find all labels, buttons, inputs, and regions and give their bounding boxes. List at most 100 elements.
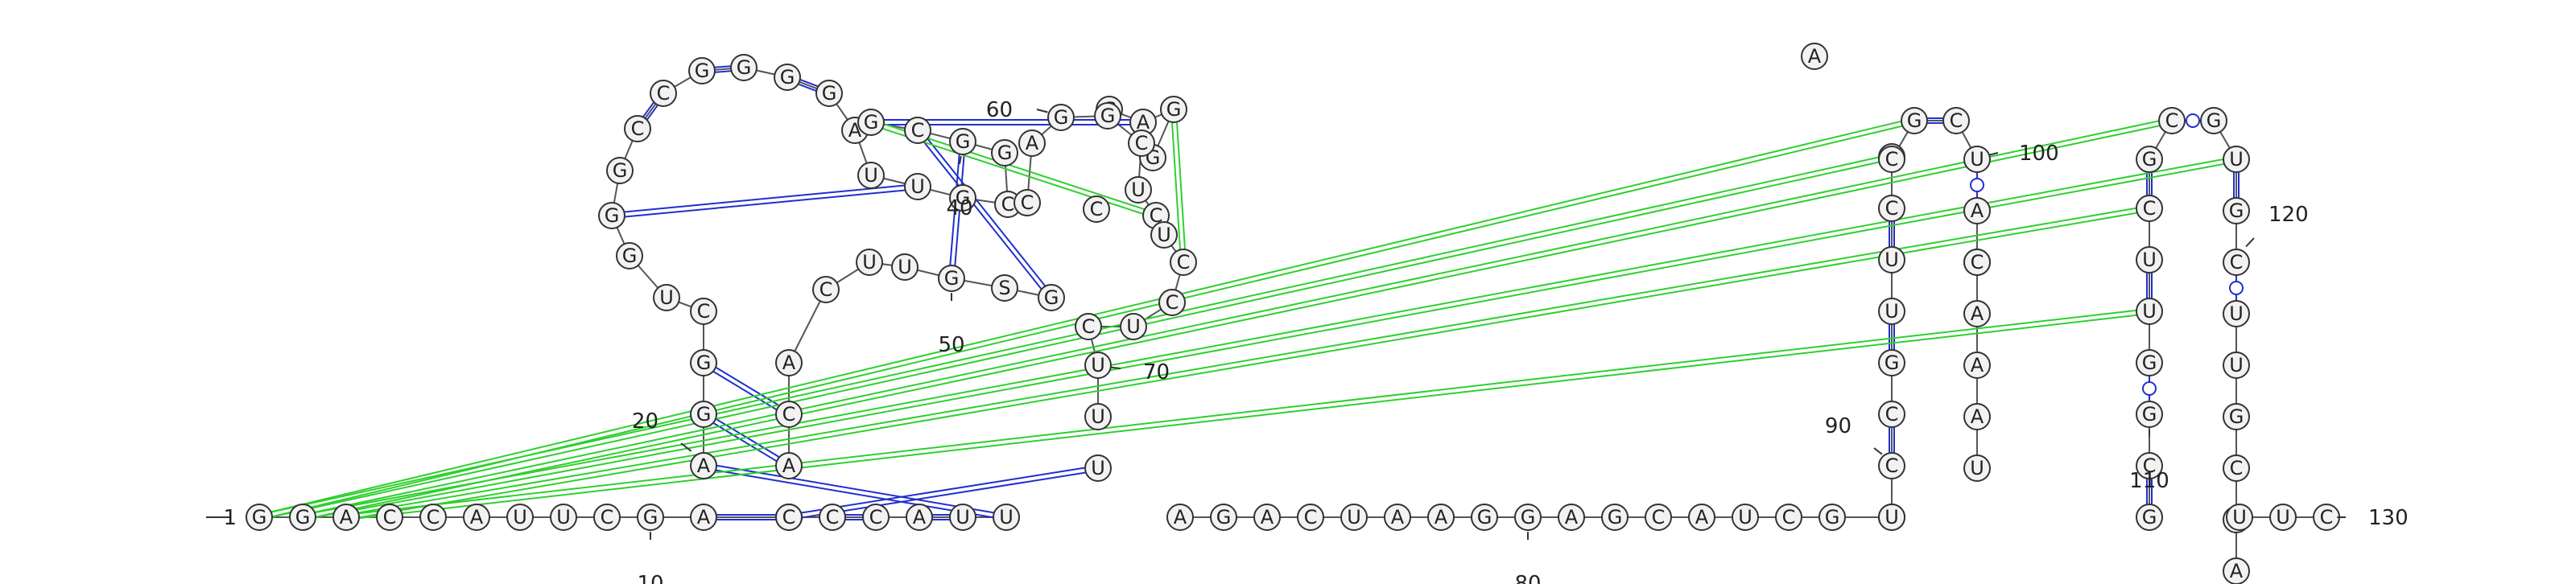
canonical-pair-line <box>625 189 906 218</box>
nucleotide-5: C <box>419 504 447 531</box>
nucleotide-base: G <box>2142 506 2157 528</box>
nucleotide-circle <box>506 504 534 531</box>
nucleotide-circle <box>1427 504 1455 531</box>
nucleotide-base: C <box>2230 457 2244 479</box>
nucleotide-base: U <box>1091 457 1105 479</box>
nucleotide-base: A <box>1391 506 1405 528</box>
position-label-40: 40 <box>946 196 972 220</box>
nucleotide-base: U <box>1091 405 1105 428</box>
canonical-pair-line <box>949 154 960 265</box>
nucleotide-circle <box>1942 107 1970 134</box>
nucleotide-base: U <box>1131 179 1146 201</box>
nucleotide-28: C <box>624 115 651 142</box>
nucleotide-base: C <box>1090 198 1104 220</box>
nucleotide-base: G <box>696 352 712 374</box>
nucleotide-base: A <box>1174 506 1187 528</box>
nucleotide-base: U <box>1738 506 1752 528</box>
canonical-pair-line <box>712 422 778 463</box>
nucleotide-76: U <box>1340 504 1368 531</box>
nucleotide-circle <box>2223 557 2250 584</box>
nucleotide-base: C <box>697 300 711 323</box>
nucleotide-37: G <box>949 184 976 212</box>
nucleotide-base: C <box>869 506 883 528</box>
nucleotide-circle <box>1125 176 1152 204</box>
nucleotide-80: G <box>1514 504 1542 531</box>
nucleotide-circle <box>1878 504 1905 531</box>
position-tick <box>1036 109 1048 113</box>
canonical-pair-line <box>716 464 994 514</box>
nucleotide-base: G <box>695 60 710 82</box>
position-label-60: 60 <box>986 98 1013 122</box>
nucleotide-101: A <box>1963 197 1991 224</box>
nucleotide-base: C <box>911 119 925 142</box>
canonical-pair-line <box>716 469 993 519</box>
pseudoknot-pair-line <box>314 120 2159 513</box>
position-label-1: 1 <box>223 506 237 530</box>
nucleotide-base: C <box>782 403 796 426</box>
nucleotide-circle <box>1558 504 1585 531</box>
nucleotide-base: C <box>1885 454 1899 477</box>
nucleotide-base: C <box>1082 315 1096 338</box>
position-tick <box>680 442 692 452</box>
canonical-pair-line <box>802 471 1086 519</box>
position-label-80: 80 <box>1514 572 1541 584</box>
nucleotide-circle <box>1018 130 1046 157</box>
nucleotide-82: G <box>1601 504 1629 531</box>
nucleotide-circle <box>857 162 885 189</box>
nucleotide-circle <box>1963 197 1991 224</box>
nucleotide-base: U <box>1970 148 1984 171</box>
nucleotide-base: U <box>513 506 527 528</box>
nucleotide-21: G <box>690 401 717 428</box>
nucleotide-circle <box>2136 452 2163 479</box>
nucleotide-44: A <box>775 452 803 479</box>
position-label-10: 10 <box>637 572 663 584</box>
position-label-20: 20 <box>632 409 658 434</box>
nucleotide-circle <box>1963 454 1991 482</box>
nucleotide-circle <box>2136 504 2163 531</box>
nucleotide-circle <box>550 504 577 531</box>
nucleotide-43: A <box>1801 43 1828 70</box>
nucleotide-32: G <box>774 64 801 91</box>
nucleotide-circle <box>815 80 843 107</box>
nucleotide-base: U <box>999 506 1013 528</box>
pseudoknot-pair-line <box>316 162 2224 519</box>
nucleotide-circle <box>246 504 273 531</box>
nucleotide-circle <box>690 298 717 325</box>
nucleotide-circle <box>1732 504 1759 531</box>
nucleotide-circle <box>1297 504 1324 531</box>
nucleotide-circle <box>688 57 716 84</box>
nucleotide-base: C <box>1150 204 1163 227</box>
nucleotide-base: G <box>780 66 795 88</box>
nucleotide-circle <box>812 276 840 303</box>
nucleotide-circle <box>730 54 758 81</box>
canonical-pair-line <box>646 105 658 121</box>
nucleotide-circle <box>1878 146 1905 173</box>
nucleotide-circle <box>1083 195 1110 223</box>
nucleotide-circle <box>1128 130 1155 157</box>
nucleotide-base: U <box>2276 506 2290 528</box>
nucleotide-base: U <box>1347 506 1361 528</box>
nucleotide-circle <box>332 504 360 531</box>
nucleotide-base: G <box>1044 286 1059 309</box>
nucleotide-circle <box>1038 284 1065 311</box>
nucleotide-115: G <box>2136 146 2163 173</box>
nucleotide-100: U <box>1963 146 1991 173</box>
nucleotide-3: A <box>332 504 360 531</box>
nucleotide-128: U <box>2226 504 2253 531</box>
nucleotide-base: C <box>1021 191 1034 214</box>
nucleotide-base: G <box>737 56 752 79</box>
pseudoknot-pair-line <box>1176 121 1186 249</box>
wobble-pair-marker <box>2229 281 2244 295</box>
nucleotide-40: G <box>949 128 976 155</box>
nucleotide-base: G <box>956 187 971 209</box>
canonical-pair-line <box>799 79 819 88</box>
nucleotide-circle <box>463 504 490 531</box>
nucleotide-circle <box>1963 249 1991 276</box>
nucleotide-base: A <box>697 454 711 477</box>
nucleotide-circle <box>949 184 976 212</box>
nucleotide-circle <box>289 504 316 531</box>
nucleotide-41: C <box>904 117 931 144</box>
nucleotide-circle <box>1601 504 1629 531</box>
nucleotide-78: A <box>1427 504 1455 531</box>
wobble-pair-marker <box>2142 381 2157 396</box>
